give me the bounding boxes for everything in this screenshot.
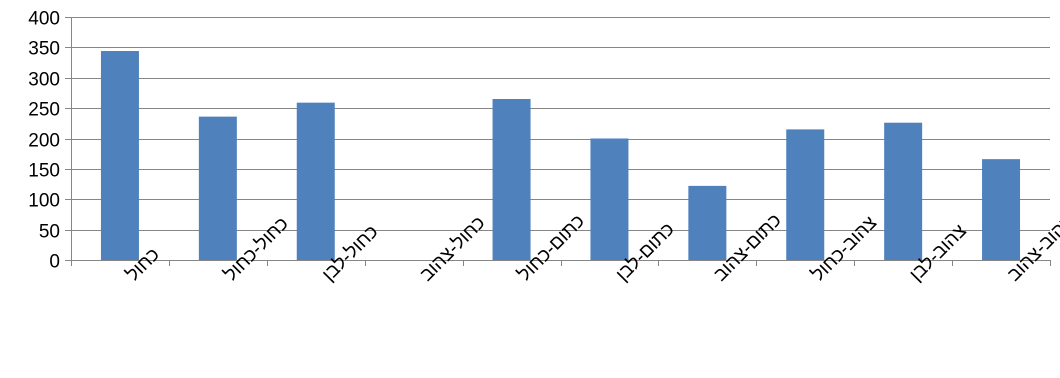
bar <box>590 138 629 260</box>
bar <box>884 122 923 260</box>
x-tick-label: כחול-צהוב <box>416 212 489 285</box>
y-tick-label: 400 <box>28 9 60 30</box>
bar <box>492 99 531 260</box>
y-tick-label: 50 <box>39 222 60 243</box>
bar <box>688 185 727 260</box>
y-tick-label: 200 <box>28 131 60 152</box>
bar <box>786 129 825 260</box>
bar <box>982 159 1021 260</box>
bar <box>198 116 237 260</box>
y-tick-label: 300 <box>28 70 60 91</box>
y-tick-labels: 0 50 100 150 200 250 300 350 400 <box>28 9 60 273</box>
y-tick-label: 150 <box>28 161 60 182</box>
y-tick-label: 0 <box>49 252 60 273</box>
y-tick-label: 350 <box>28 39 60 60</box>
bar <box>100 51 139 260</box>
y-tick-label: 250 <box>28 100 60 121</box>
y-tick-label: 100 <box>28 191 60 212</box>
bar <box>296 102 335 260</box>
axes <box>65 17 1051 266</box>
bars <box>100 51 1021 260</box>
